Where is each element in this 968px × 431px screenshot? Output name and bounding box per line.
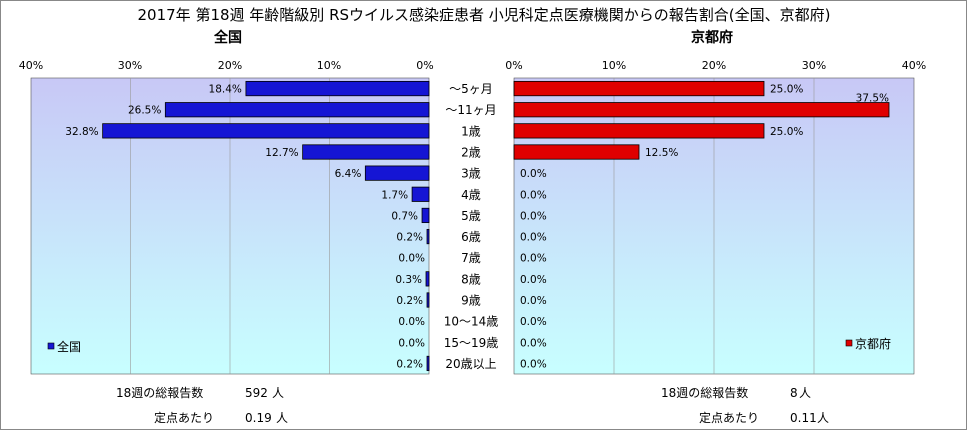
right-total-unit: 人 (799, 386, 811, 400)
left-data-label: 32.8% (65, 126, 98, 138)
right-per-unit: 人 (817, 411, 829, 425)
left-bars (102, 80, 430, 372)
left-bar (426, 292, 430, 308)
right-legend-label: 京都府 (855, 336, 891, 351)
left-legend: 全国 (47, 339, 81, 354)
left-total-unit: 人 (272, 386, 284, 400)
right-tick-label: 40% (902, 59, 926, 72)
left-tick-label: 30% (118, 59, 142, 72)
right-data-label: 0.0% (520, 253, 547, 265)
right-per-value: 0.11 (790, 411, 817, 425)
left-tick-label: 40% (19, 59, 43, 72)
category-label: 10～14歳 (444, 315, 499, 329)
right-tick-label: 10% (602, 59, 626, 72)
left-data-label: 0.2% (396, 295, 423, 307)
left-data-label: 0.0% (398, 253, 425, 265)
left-bar (421, 207, 430, 224)
left-per-unit: 人 (276, 411, 288, 425)
right-data-label: 37.5% (856, 93, 889, 105)
right-bar (513, 80, 765, 97)
left-bar (425, 271, 430, 287)
right-data-label: 0.0% (520, 337, 547, 349)
category-label: 15～19歳 (444, 336, 499, 350)
right-tick-label: 0% (505, 59, 522, 72)
right-total-label: 18週の総報告数 (661, 385, 748, 400)
left-bar (102, 123, 430, 139)
left-tick-label: 20% (218, 59, 242, 72)
left-data-label: 0.2% (396, 232, 423, 244)
right-data-label: 0.0% (520, 189, 547, 201)
right-total-value: 8 (790, 386, 798, 400)
category-label: 7歳 (461, 251, 481, 265)
category-label: 9歳 (461, 294, 481, 308)
right-data-label: 12.5% (645, 147, 678, 159)
left-tick-label: 0% (416, 59, 433, 72)
right-data-label: 0.0% (520, 232, 547, 244)
right-bars (513, 80, 890, 160)
left-data-label: 0.0% (398, 316, 425, 328)
right-data-labels: 25.0% 37.5% 25.0% 12.5% 0.0% 0.0% 0.0% 0.0% 0.0%… (520, 84, 889, 371)
left-legend-swatch (47, 342, 55, 350)
right-bar (513, 144, 640, 160)
right-data-label: 0.0% (520, 168, 547, 180)
right-data-label: 0.0% (520, 210, 547, 222)
left-total-value: 592 (245, 386, 268, 400)
right-legend: 京都府 (845, 336, 891, 351)
left-per-value: 0.19 (245, 411, 272, 425)
right-data-label: 25.0% (770, 126, 803, 138)
category-label: 8歳 (461, 272, 481, 286)
left-bar (426, 228, 430, 245)
category-label: 4歳 (461, 188, 481, 202)
left-data-label: 0.7% (391, 210, 418, 222)
left-bar (164, 102, 430, 118)
right-legend-swatch (845, 339, 853, 347)
left-total-label: 18週の総報告数 (116, 385, 203, 400)
category-label: 5歳 (461, 209, 481, 223)
right-data-label: 0.0% (520, 295, 547, 307)
right-stats: 18週の総報告数 8 人 定点あたり 0.11 人 (661, 385, 829, 425)
category-label: 1歳 (461, 124, 481, 138)
category-labels: ～5ヶ月 ～11ヶ月 1歳 2歳 3歳 4歳 5歳 6歳 7歳 8歳 9歳 10～14歳 15～19歳 2… (444, 82, 499, 371)
left-bar (245, 80, 430, 97)
category-label: 6歳 (461, 230, 481, 244)
left-axis-ticks: 40% 30% 20% 10% 0% (19, 59, 434, 72)
left-data-label: 12.7% (265, 147, 298, 159)
left-bar (302, 144, 430, 160)
right-tick-label: 30% (802, 59, 826, 72)
right-data-label: 0.0% (520, 274, 547, 286)
left-bar (364, 165, 430, 181)
left-legend-label: 全国 (57, 339, 81, 354)
right-data-label: 25.0% (770, 84, 803, 96)
right-bar (513, 123, 765, 139)
left-data-label: 0.0% (398, 337, 425, 349)
category-label: 20歳以上 (445, 357, 496, 371)
left-data-label: 6.4% (335, 168, 362, 180)
left-data-label: 0.3% (395, 274, 422, 286)
left-panel-title: 全国 (213, 29, 242, 46)
left-data-label: 0.2% (396, 358, 423, 370)
right-data-label: 0.0% (520, 316, 547, 328)
right-bar (513, 102, 890, 118)
right-tick-label: 20% (702, 59, 726, 72)
category-label: ～11ヶ月 (445, 103, 496, 117)
left-data-labels: 18.4% 26.5% 32.8% 12.7% 6.4% 1.7% 0.7% 0.2% 0.0%… (65, 84, 425, 371)
right-per-label: 定点あたり (699, 410, 759, 425)
category-label: 2歳 (461, 146, 481, 160)
chart-title: 2017年 第18週 年齢階級別 RSウイルス感染症患者 小児科定点医療機関から… (138, 6, 831, 24)
left-data-label: 18.4% (209, 84, 242, 96)
left-data-label: 1.7% (381, 189, 408, 201)
left-tick-label: 10% (317, 59, 341, 72)
right-axis-ticks: 0% 10% 20% 30% 40% (505, 59, 926, 72)
category-label: ～5ヶ月 (449, 82, 493, 96)
left-bar (426, 355, 430, 372)
left-per-label: 定点あたり (154, 410, 214, 425)
left-bar (411, 186, 430, 202)
right-panel-title: 京都府 (691, 29, 733, 46)
left-stats: 18週の総報告数 592 人 定点あたり 0.19 人 (116, 385, 288, 425)
right-data-label: 0.0% (520, 358, 547, 370)
category-label: 3歳 (461, 167, 481, 181)
left-data-label: 26.5% (128, 105, 161, 117)
